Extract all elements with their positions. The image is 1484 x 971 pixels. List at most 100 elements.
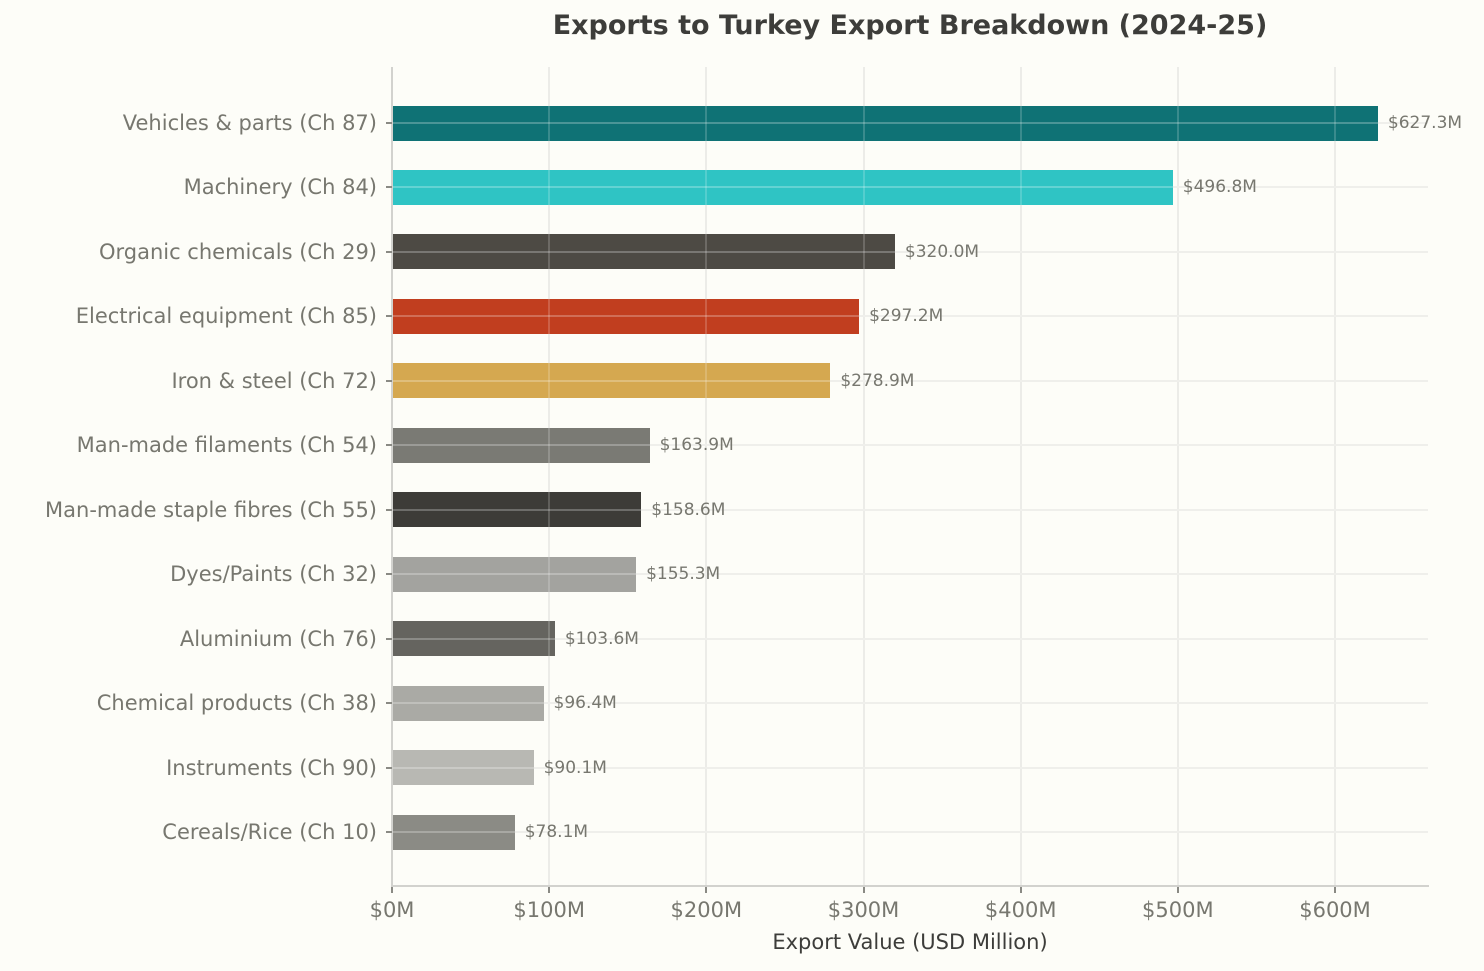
bar-gridline-overlay [548,169,551,205]
y-category-label: Aluminium (Ch 76) [179,626,377,651]
y-category-label: Instruments (Ch 90) [166,755,377,780]
horizontal-gridline [392,766,1428,769]
bar-value-label: $90.1M [543,757,607,778]
y-tick [386,315,392,318]
bar-gridline-overlay [392,250,895,253]
y-tick [386,573,392,576]
y-axis-line [391,67,393,887]
bar-gridline-overlay [392,379,831,382]
bar-gridline-overlay [392,186,1173,189]
bar[interactable] [392,750,534,786]
bar-gridline-overlay [548,556,551,592]
bar[interactable] [392,621,555,657]
y-category-label: Cereals/Rice (Ch 10) [162,820,377,844]
vertical-gridline [705,67,708,886]
bar-gridline-overlay [392,315,860,318]
bar[interactable] [392,556,637,592]
vertical-gridline [1176,67,1179,886]
y-category-label: Chemical products (Ch 38) [96,691,377,716]
y-tick [386,122,392,124]
x-tick [705,887,708,893]
x-tick [548,887,551,893]
horizontal-gridline [392,702,1428,705]
x-axis-line [391,885,1429,887]
vertical-gridline [1334,67,1336,886]
bar[interactable] [392,814,515,850]
horizontal-gridline [392,831,1428,833]
bar-gridline-overlay [548,492,551,528]
x-tick [1334,887,1336,893]
horizontal-gridline [392,508,1428,511]
x-tick-label: $100M [513,898,585,922]
vertical-gridline [862,67,865,886]
x-axis-title: Export Value (USD Million) [772,930,1048,954]
bar[interactable] [392,169,1173,205]
bar-gridline-overlay [392,444,650,447]
bar-gridline-overlay [705,298,708,334]
y-tick [386,379,392,382]
bar-gridline-overlay [705,363,708,399]
bar-value-label: $278.9M [840,370,915,391]
x-tick [391,887,393,893]
bar[interactable] [392,363,831,399]
bar[interactable] [392,298,860,334]
bar-gridline-overlay [548,105,551,141]
bar-value-label: $96.4M [553,693,617,714]
bar-gridline-overlay [548,621,551,657]
x-tick [1019,887,1022,893]
horizontal-gridline [392,637,1428,640]
bar-value-label: $158.6M [651,499,726,520]
bar-gridline-overlay [705,169,708,205]
bar-gridline-overlay [705,105,708,141]
bar[interactable] [392,105,1378,141]
y-category-label: Man-made staple fibres (Ch 55) [45,497,377,522]
y-tick [386,250,392,253]
x-tick-label: $600M [1299,898,1371,922]
y-tick [386,186,392,189]
y-category-label: Vehicles & parts (Ch 87) [122,111,377,135]
bar-value-label: $627.3M [1387,113,1463,133]
x-tick-label: $500M [1142,898,1214,922]
bar-value-label: $103.6M [564,628,639,649]
y-tick [386,831,392,833]
bar-gridline-overlay [548,298,551,334]
bar-value-label: $163.9M [659,435,734,456]
x-tick-label: $0M [369,898,415,922]
bar-gridline-overlay [1176,105,1179,141]
x-tick-label: $400M [984,898,1057,922]
y-tick [386,508,392,511]
bar-gridline-overlay [548,427,551,463]
bar[interactable] [392,492,642,528]
bar-gridline-overlay [392,766,534,769]
horizontal-gridline [392,250,1428,253]
bar-gridline-overlay [392,702,544,705]
chart-title: Exports to Turkey Export Breakdown (2024… [552,10,1268,41]
bar[interactable] [392,427,650,463]
bar-gridline-overlay [862,105,865,141]
bar-gridline-overlay [1334,105,1336,141]
bar-gridline-overlay [862,169,865,205]
bar-value-label: $320.0M [904,241,980,262]
bar[interactable] [392,234,895,270]
y-category-label: Organic chemicals (Ch 29) [98,239,377,264]
x-tick [862,887,865,893]
vertical-gridline [1019,67,1022,886]
y-tick [386,444,392,447]
horizontal-gridline [392,315,1428,318]
bar-gridline-overlay [705,234,708,270]
y-tick [386,766,392,769]
y-category-label: Dyes/Paints (Ch 32) [170,562,377,587]
x-tick-label: $200M [670,898,743,922]
bar-gridline-overlay [1019,169,1022,205]
plot-area: $627.3M $496.8M $320.0M $297.2M $278.9M $163.… [392,67,1462,886]
horizontal-gridline [392,444,1428,447]
bar-gridline-overlay [392,573,637,576]
bar[interactable] [392,685,544,721]
bar-value-label: $78.1M [524,822,589,842]
bar-gridline-overlay [392,122,1378,124]
bar-value-label: $155.3M [646,564,721,585]
horizontal-gridline [392,573,1428,576]
x-tick [1176,887,1179,893]
bar-gridline-overlay [548,234,551,270]
y-category-label: Machinery (Ch 84) [183,175,377,200]
